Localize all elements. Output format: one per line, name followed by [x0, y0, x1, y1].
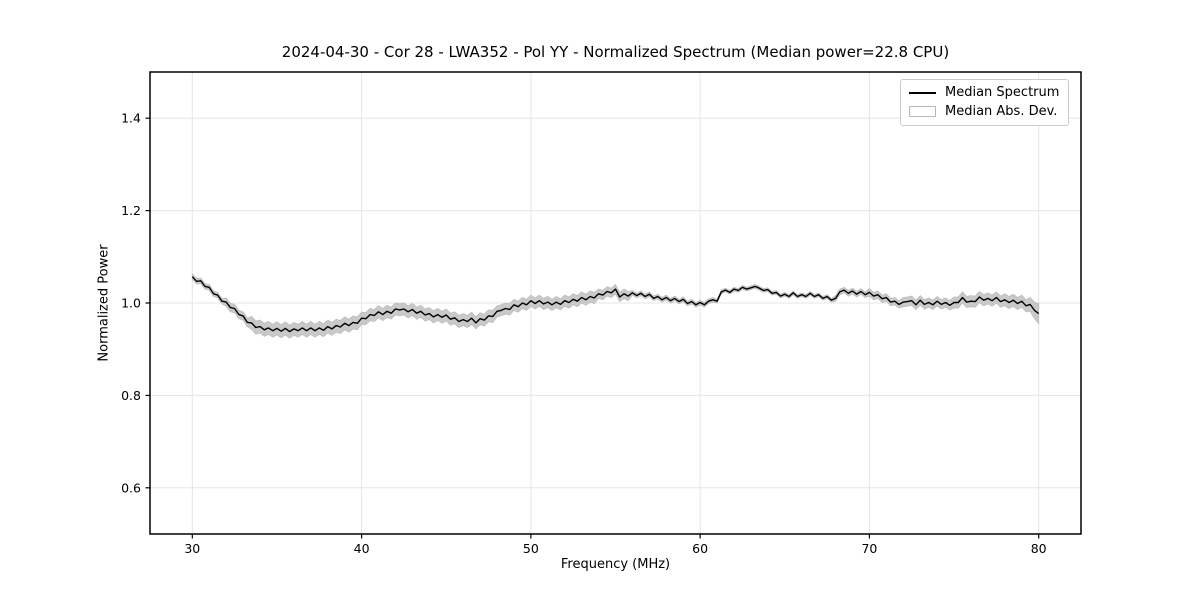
median-spectrum-line-swatch [909, 91, 936, 94]
x-tick-label: 50 [523, 541, 539, 556]
x-tick-label: 80 [1031, 541, 1047, 556]
y-axis-label: Normalized Power [96, 244, 112, 362]
chart-title: 2024-04-30 - Cor 28 - LWA352 - Pol YY - … [281, 43, 950, 61]
x-tick-label: 30 [184, 541, 200, 556]
legend-entry-median-spectrum: Median Spectrum [909, 85, 1059, 100]
legend-entry-median-abs-dev: Median Abs. Dev. [909, 104, 1059, 119]
x-tick-label: 70 [861, 541, 877, 556]
median-abs-dev-patch-swatch [909, 106, 936, 117]
mad-band [191, 272, 1040, 339]
x-axis-label: Frequency (MHz) [560, 557, 671, 572]
x-tick-label: 60 [692, 541, 708, 556]
legend: Median Spectrum Median Abs. Dev. [900, 79, 1070, 126]
y-tick-label: 0.6 [121, 480, 141, 495]
y-tick-label: 1.4 [121, 111, 141, 126]
y-tick-label: 1.0 [121, 296, 141, 311]
legend-label-median-spectrum: Median Spectrum [945, 85, 1060, 100]
y-tick-label: 0.8 [121, 388, 141, 403]
median-spectrum-line [191, 276, 1040, 333]
legend-label-median-abs-dev: Median Abs. Dev. [945, 104, 1058, 119]
y-tick-label: 1.2 [121, 203, 141, 218]
x-tick-label: 40 [354, 541, 370, 556]
